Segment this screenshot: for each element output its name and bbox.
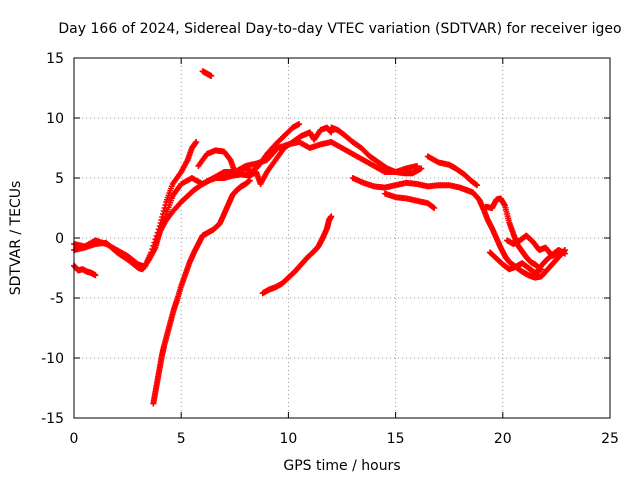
y-tick-label: -15 [41,411,64,427]
y-tick-label: 5 [55,171,64,187]
y-tick-label: 15 [46,51,64,67]
data-point [328,213,335,220]
x-axis-ticks: 0 5 10 15 20 25 [70,58,619,447]
data-point [418,165,425,172]
series-track-n [486,249,545,276]
grid-lines [74,58,610,418]
series-track-l [482,195,568,271]
data-point [161,205,168,211]
series-track-k [424,153,481,189]
x-tick-label: 25 [601,431,619,447]
series-track-b2 [195,121,303,175]
data-point [208,73,215,79]
series-track-e-steep [150,177,253,407]
series-track-i-descending [349,175,568,281]
data-point [148,249,155,256]
x-tick-label: 0 [70,431,79,447]
series-track-j [381,190,438,211]
data-point [431,205,438,211]
x-tick-label: 5 [177,431,186,447]
y-tick-label: 0 [55,231,64,247]
y-tick-label: 10 [46,111,64,127]
x-tick-label: 10 [279,431,297,447]
x-tick-label: 15 [387,431,405,447]
series-track-c-mid [152,124,335,247]
series-track-f-rising [259,213,335,297]
data-point [193,139,200,145]
data-point [159,211,166,217]
series-track-d-upper [328,124,425,177]
data-point [246,177,253,184]
data-point [160,208,167,214]
y-tick-label: -5 [50,291,64,307]
data-point [538,266,545,273]
y-axis-ticks: -15 -10 -5 0 5 10 15 [41,51,610,427]
data-point [149,246,156,253]
data-marks [71,68,568,407]
series-track-g-flat [71,262,99,279]
data-point [162,202,169,208]
data-point [296,121,303,127]
data-point [474,182,481,189]
series-track-m [504,232,562,259]
data-point [92,272,99,279]
y-axis-label: SDTVAR / TECUs [8,181,24,296]
data-point [561,250,568,257]
chart-title: Day 166 of 2024, Sidereal Day-to-day VTE… [58,21,621,37]
x-tick-label: 20 [494,431,512,447]
series-track-h-isolated [199,68,215,79]
data-point [159,214,166,220]
data-point [555,249,562,256]
x-axis-label: GPS time / hours [283,458,400,474]
y-tick-label: -10 [41,351,64,367]
